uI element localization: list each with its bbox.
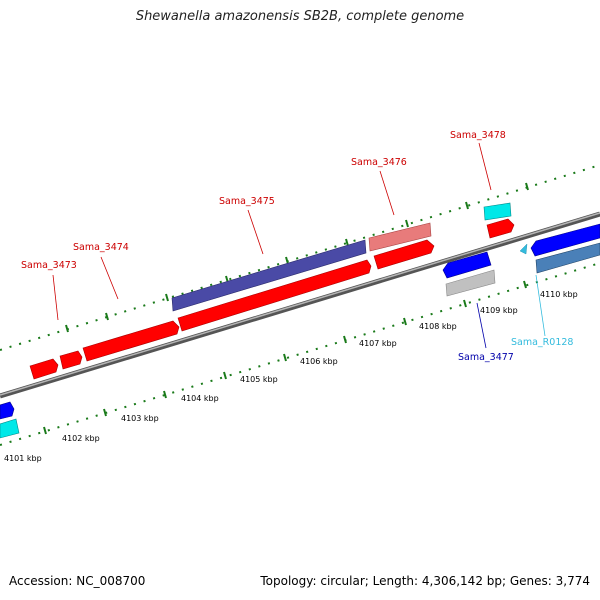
outer-tick-track — [0, 164, 600, 351]
kbp-label: 4108 kbp — [419, 322, 457, 331]
major-tick — [343, 335, 347, 344]
leader-line-sama-3476 — [379, 170, 395, 216]
kbp-label: 4105 kbp — [240, 375, 278, 384]
kbp-label: 4107 kbp — [359, 339, 397, 348]
major-tick — [403, 317, 407, 326]
cds-feature-left-cyan[interactable] — [0, 418, 20, 439]
cds-feature-sama-3477-gray[interactable] — [445, 269, 496, 297]
gene-label-sama-3473: Sama_3473 — [21, 260, 77, 271]
cds-feature-sama-3476[interactable] — [373, 239, 435, 270]
cds-feature-sama-r0128[interactable] — [535, 242, 600, 274]
major-tick — [345, 238, 349, 247]
kbp-label: 4103 kbp — [121, 414, 159, 423]
cds-feature-sama-3474[interactable] — [82, 320, 180, 362]
leader-line-sama-r0128 — [535, 274, 546, 337]
cds-feature-sama-3473[interactable] — [29, 358, 59, 380]
cds-reverse-features[interactable] — [0, 223, 600, 439]
major-tick — [165, 293, 169, 302]
kbp-label: 4110 kbp — [540, 290, 578, 299]
kbp-label: 4101 kbp — [4, 454, 42, 463]
major-tick — [463, 299, 467, 308]
kbp-label: 4102 kbp — [62, 434, 100, 443]
map-title: Shewanella amazonensis SB2B, complete ge… — [135, 9, 465, 24]
cds-outer-features[interactable] — [171, 202, 512, 312]
major-tick — [283, 353, 287, 362]
cds-feature-sama-3478-red[interactable] — [486, 218, 515, 239]
backbone-highlight — [0, 212, 600, 396]
major-tick — [223, 371, 227, 380]
cds-forward-features[interactable] — [29, 218, 515, 380]
major-tick — [105, 312, 109, 321]
cds-feature-sama-3474-a[interactable] — [59, 350, 83, 370]
cds-feature-sama-3478-cyan[interactable] — [483, 202, 512, 221]
gene-labels: Sama_3473 Sama_3474 Sama_3475 Sama_3476 … — [21, 130, 573, 363]
genome-summary-text: Topology: circular; Length: 4,306,142 bp… — [260, 574, 590, 588]
gene-label-sama-3478: Sama_3478 — [450, 130, 506, 141]
kbp-labels: 4101 kbp 4102 kbp 4103 kbp 4104 kbp 4105… — [4, 290, 578, 463]
outer-tick-line — [0, 164, 600, 351]
gene-label-sama-r0128: Sama_R0128 — [511, 337, 573, 348]
leader-line-sama-3477 — [476, 302, 487, 349]
major-tick — [163, 390, 167, 399]
gene-label-leaders — [52, 142, 546, 349]
gene-label-sama-3475: Sama_3475 — [219, 196, 275, 207]
kbp-label: 4104 kbp — [181, 394, 219, 403]
major-tick — [285, 256, 289, 265]
gene-label-sama-3476: Sama_3476 — [351, 157, 407, 168]
leader-line-sama-3473 — [52, 274, 59, 321]
backbone — [0, 211, 600, 399]
major-tick — [405, 219, 409, 228]
major-tick — [103, 408, 107, 417]
major-tick — [523, 280, 527, 289]
gene-label-sama-3474: Sama_3474 — [73, 242, 129, 253]
kbp-label: 4109 kbp — [480, 306, 518, 315]
leader-line-sama-3478 — [478, 142, 492, 191]
major-tick — [43, 426, 47, 435]
cds-feature-sama-3475-lower[interactable] — [177, 259, 372, 332]
major-tick — [65, 324, 69, 333]
leader-line-sama-3474 — [100, 256, 119, 300]
cds-feature-left-blue[interactable] — [0, 401, 15, 420]
leader-line-sama-3475 — [247, 209, 264, 255]
gene-label-sama-3477: Sama_3477 — [458, 352, 514, 363]
accession-text: Accession: NC_008700 — [9, 574, 146, 588]
backbone-line — [0, 211, 600, 399]
kbp-label: 4106 kbp — [300, 357, 338, 366]
cds-feature-r0128-marker[interactable] — [519, 243, 528, 255]
cds-feature-sama-3475[interactable] — [171, 239, 367, 312]
cds-feature-sama-3477[interactable] — [442, 251, 492, 279]
cds-feature-blue-right[interactable] — [530, 223, 600, 257]
inner-tick-track — [0, 262, 600, 446]
major-tick — [465, 201, 469, 210]
major-tick — [525, 182, 529, 191]
cds-feature-sama-3476-pink[interactable] — [368, 222, 432, 252]
